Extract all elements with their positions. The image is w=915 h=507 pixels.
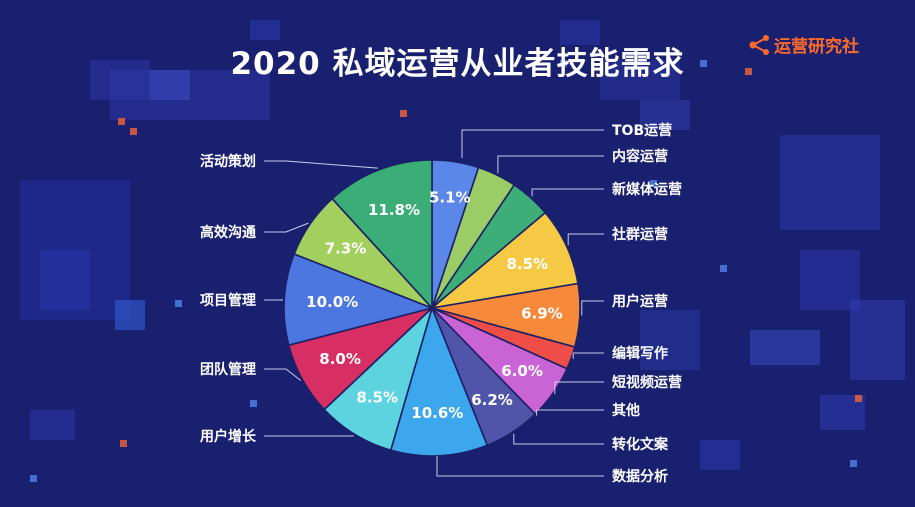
legend-label-06: 短视频运营 (612, 374, 682, 391)
slice-value-label-11: 8.0% (319, 350, 361, 368)
pie-slice-12 (283, 253, 435, 347)
slice-value-label-03: 8.5% (506, 255, 548, 273)
brand-logo-text: 运营研究社 (774, 37, 859, 57)
leader-line-01 (497, 155, 604, 174)
leader-line-03 (567, 233, 604, 246)
leader-line-14 (264, 160, 378, 169)
leader-line-06 (554, 381, 604, 395)
brand-logo: 运营研究社 (748, 30, 898, 58)
pie-slice-14 (331, 159, 433, 311)
leader-line-12 (264, 299, 283, 301)
legend-label-01: 内容运营 (612, 148, 668, 165)
slice-value-label-08: 6.2% (471, 391, 513, 409)
leader-line-09 (436, 456, 604, 477)
slice-value-label-04: 6.9% (521, 305, 563, 323)
slice-value-label-13: 7.3% (325, 240, 367, 258)
legend-label-04: 用户运营 (612, 293, 668, 310)
share-icon (749, 35, 769, 55)
slice-value-label-10: 8.5% (356, 389, 398, 407)
legend-label-08: 转化文案 (612, 436, 669, 453)
legend-label-10: 用户增长 (200, 428, 257, 445)
slice-value-label-09: 10.6% (411, 404, 463, 422)
leader-line-04 (581, 300, 604, 316)
leader-line-13 (264, 222, 309, 233)
leader-line-11 (264, 368, 302, 381)
pie-slice-09 (389, 305, 489, 457)
page-title: 2020 私域运营从业者技能需求 (230, 46, 685, 82)
slice-value-label-14: 11.8% (368, 201, 420, 219)
slice-value-label-00: 5.1% (429, 188, 471, 206)
legend-label-09: 数据分析 (612, 468, 668, 485)
legend-label-00: TOB运营 (612, 122, 672, 139)
leader-line-05 (572, 352, 604, 359)
legend-label-07: 其他 (612, 402, 640, 419)
leader-line-00 (461, 129, 604, 158)
legend-label-13: 高效沟通 (200, 224, 256, 241)
legend-label-14: 活动策划 (200, 153, 256, 170)
leader-line-08 (513, 433, 604, 445)
leader-line-07 (536, 409, 604, 416)
legend-label-05: 编辑写作 (612, 345, 668, 362)
legend-label-12: 项目管理 (200, 292, 256, 309)
slice-value-label-12: 10.0% (306, 293, 358, 311)
legend-label-03: 社群运营 (611, 226, 668, 243)
legend-label-11: 团队管理 (200, 361, 256, 378)
slice-value-label-06: 6.0% (501, 362, 543, 380)
leader-line-02 (531, 188, 604, 197)
legend-label-02: 新媒体运营 (612, 181, 682, 198)
